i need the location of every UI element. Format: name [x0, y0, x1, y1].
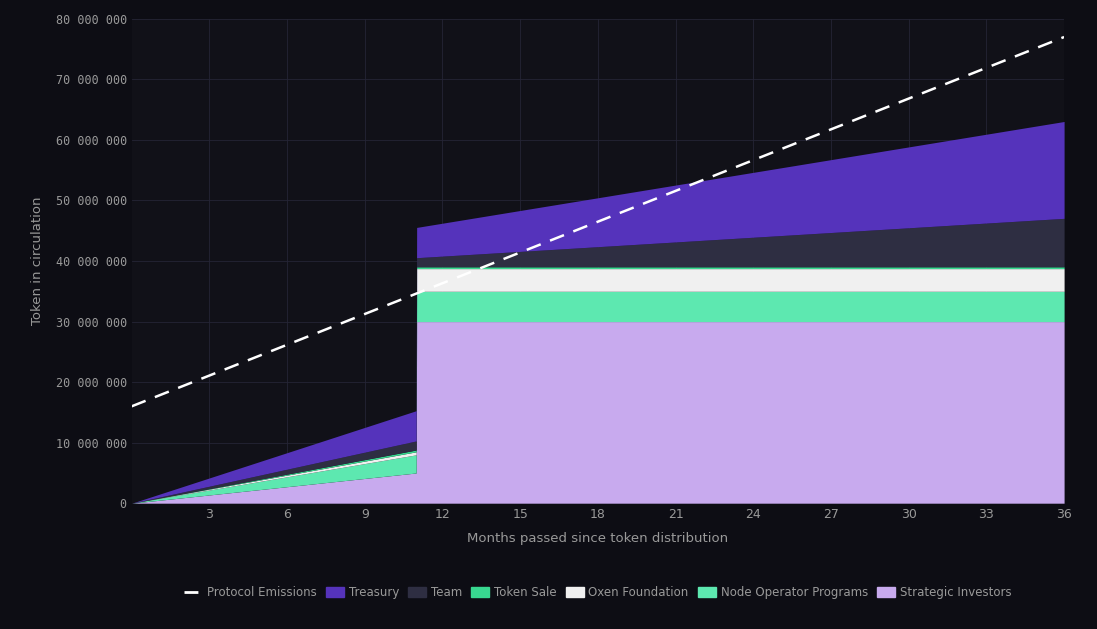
Legend: Protocol Emissions, Treasury, Team, Token Sale, Oxen Foundation, Node Operator P: Protocol Emissions, Treasury, Team, Toke…: [180, 581, 1016, 604]
Y-axis label: Token in circulation: Token in circulation: [32, 197, 44, 325]
X-axis label: Months passed since token distribution: Months passed since token distribution: [467, 532, 728, 545]
